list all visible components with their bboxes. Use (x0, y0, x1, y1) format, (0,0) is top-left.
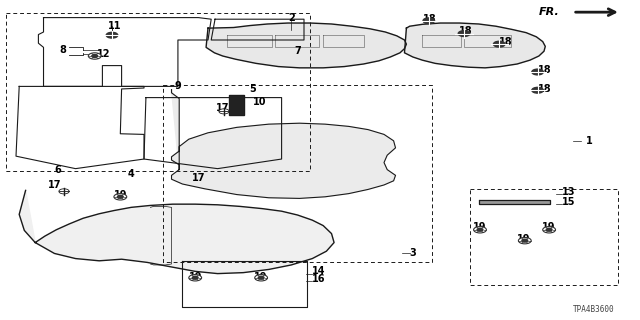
Text: 19: 19 (254, 272, 268, 282)
Polygon shape (206, 23, 406, 68)
Text: 10: 10 (253, 97, 266, 107)
Circle shape (522, 239, 527, 242)
Text: FR.: FR. (540, 7, 560, 17)
Circle shape (532, 69, 543, 75)
Polygon shape (229, 95, 244, 115)
Text: 19: 19 (188, 272, 202, 282)
Circle shape (547, 228, 552, 231)
Circle shape (59, 189, 69, 194)
Text: 18: 18 (459, 26, 473, 36)
Text: 5: 5 (250, 84, 257, 94)
Text: 2: 2 (288, 12, 294, 23)
Text: 19: 19 (473, 222, 487, 232)
Text: 13: 13 (562, 187, 575, 197)
Text: 1: 1 (586, 136, 593, 146)
Circle shape (532, 87, 543, 93)
Circle shape (458, 31, 470, 36)
Text: 17: 17 (216, 103, 230, 113)
Circle shape (219, 109, 229, 114)
Polygon shape (19, 190, 334, 274)
Circle shape (423, 18, 435, 24)
Text: 18: 18 (538, 84, 551, 94)
Text: 16: 16 (312, 274, 326, 284)
Circle shape (192, 276, 198, 279)
Text: TPA4B3600: TPA4B3600 (573, 305, 614, 314)
Text: 17: 17 (192, 172, 205, 183)
Text: 14: 14 (312, 266, 326, 276)
Circle shape (92, 55, 97, 58)
Circle shape (493, 41, 505, 47)
Polygon shape (479, 200, 550, 204)
Text: 19: 19 (516, 234, 531, 244)
Text: 17: 17 (47, 180, 61, 190)
Text: 6: 6 (54, 164, 61, 175)
Circle shape (255, 275, 268, 281)
Polygon shape (404, 23, 545, 68)
Circle shape (518, 237, 531, 244)
Text: 18: 18 (499, 36, 513, 47)
Circle shape (477, 228, 483, 231)
Circle shape (259, 276, 264, 279)
Circle shape (189, 275, 202, 281)
Text: 4: 4 (128, 169, 134, 180)
Circle shape (474, 227, 486, 233)
Text: 7: 7 (294, 45, 301, 56)
Text: 15: 15 (562, 196, 575, 207)
Text: 19: 19 (113, 190, 127, 200)
Text: 18: 18 (538, 65, 551, 75)
Text: 19: 19 (542, 222, 556, 232)
Text: 9: 9 (175, 81, 181, 92)
Circle shape (106, 32, 118, 38)
Text: 3: 3 (410, 248, 417, 258)
Circle shape (88, 53, 101, 59)
Circle shape (114, 194, 127, 200)
Polygon shape (172, 90, 396, 198)
Circle shape (543, 227, 556, 233)
Text: 8: 8 (60, 44, 67, 55)
Text: 11: 11 (108, 21, 121, 31)
Circle shape (118, 195, 123, 198)
Text: 12: 12 (97, 49, 111, 59)
Text: 18: 18 (423, 13, 437, 24)
